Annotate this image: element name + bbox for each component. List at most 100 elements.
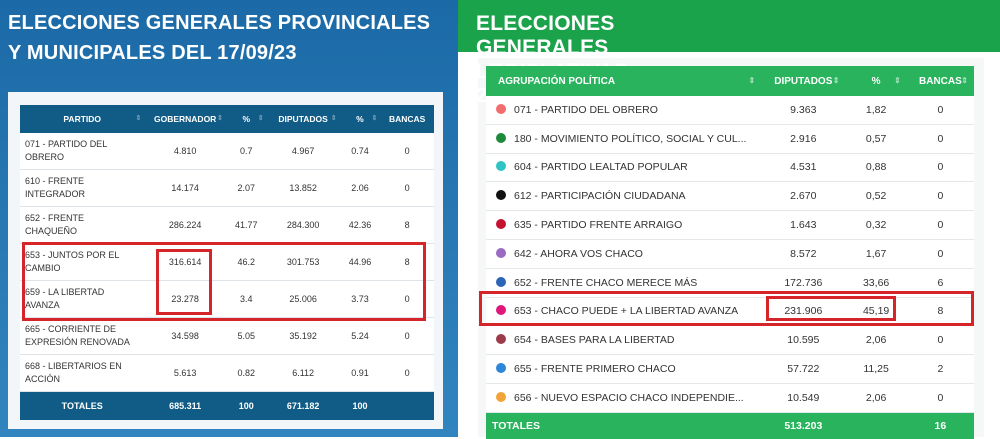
diputados-votes: 4.531: [761, 153, 846, 183]
table-row: 071 - PARTIDO DEL OBRERO 9.363 1,82 0: [486, 96, 974, 125]
bancas: 0: [906, 210, 974, 240]
party-name-text: 635 - PARTIDO FRENTE ARRAIGO: [514, 219, 683, 232]
diputados-pct: 42.36: [339, 206, 381, 244]
bancas: 0: [380, 133, 434, 170]
party-name-text: 604 - PARTIDO LEALTAD POPULAR: [514, 161, 688, 174]
table-row: 604 - PARTIDO LEALTAD POPULAR 4.531 0,88 0: [486, 153, 974, 183]
table-row: 659 - LA LIBERTAD AVANZA 23.278 3.4 25.006 3.…: [20, 280, 434, 318]
left-results-table: PARTIDO ⇕ GOBERNADOR ⇕ % ⇕ DIPUTADOS ⇕ % ⇕ BA…: [20, 105, 434, 420]
table-row: 668 - LIBERTARIOS EN ACCIÓN 5.613 0.82 6.112…: [20, 354, 434, 392]
diputados-pct: 0.91: [339, 354, 381, 392]
col-partido[interactable]: PARTIDO ⇕: [20, 105, 145, 133]
sort-icon: ⇕: [832, 76, 840, 85]
col-dip-pct[interactable]: % ⇕: [339, 105, 381, 133]
totals-bancas: [380, 391, 434, 420]
highlight-box-left-rows: [22, 242, 426, 321]
color-dot-icon: [496, 334, 506, 345]
sort-icon: ⇕: [217, 115, 223, 122]
gobernador-pct: 41.77: [225, 206, 267, 244]
party-name-text: 180 - MOVIMIENTO POLÍTICO, SOCIAL Y CUL.…: [514, 132, 747, 145]
party-name-line1: 652 - FRENTE: [25, 213, 85, 223]
col-bancas-right[interactable]: BANCAS ⇕: [906, 66, 974, 96]
gobernador-votes: 5.613: [144, 354, 226, 392]
party-name-text: 612 - PARTICIPACIÓN CIUDADANA: [514, 190, 686, 203]
diputados-votes: 6.112: [266, 354, 340, 392]
gobernador-pct: 46.2: [225, 243, 267, 281]
diputados-pct: 11,25: [845, 354, 907, 384]
diputados-pct: 3.73: [339, 280, 381, 318]
gobernador-pct: 0.82: [225, 354, 267, 392]
party-name-text: 071 - PARTIDO DEL OBRERO: [514, 103, 658, 116]
color-dot-icon: [496, 219, 506, 230]
col-gobernador[interactable]: GOBERNADOR ⇕: [144, 105, 226, 133]
diputados-votes: 13.852: [266, 169, 340, 207]
diputados-votes: 57.722: [761, 354, 846, 384]
party-name: 659 - LA LIBERTAD AVANZA: [20, 280, 145, 318]
diputados-pct: 0,88: [845, 153, 907, 183]
party-name-text: 652 - FRENTE CHACO MERECE MÁS: [514, 276, 698, 289]
gobernador-pct: 5.05: [225, 317, 267, 355]
diputados-pct: 44.96: [339, 243, 381, 281]
color-dot-icon: [496, 103, 506, 114]
color-dot-icon: [496, 276, 506, 287]
sort-icon: ⇕: [748, 76, 756, 85]
diputados-pct: 1,67: [845, 239, 907, 269]
diputados-pct: 2,06: [845, 325, 907, 356]
party-name: 654 - BASES PARA LA LIBERTAD: [486, 325, 762, 356]
table-row: 180 - MOVIMIENTO POLÍTICO, SOCIAL Y CUL.…: [486, 124, 974, 154]
right-header-row: AGRUPACIÓN POLÍTICA ⇕ DIPUTADOS ⇕ % ⇕ BANCA…: [486, 66, 974, 96]
diputados-votes: 231.906: [761, 297, 846, 327]
party-name: 612 - PARTICIPACIÓN CIUDADANA: [486, 181, 762, 212]
table-row: 665 - CORRIENTE DE EXPRESIÓN RENOVADA 34.5…: [20, 317, 434, 355]
totals-label-right: TOTALES: [486, 412, 762, 439]
party-name: 642 - AHORA VOS CHACO: [486, 239, 762, 269]
party-name-line2: EXPRESIÓN RENOVADA: [25, 337, 130, 347]
table-row: 610 - FRENTE INTEGRADOR 14.174 2.07 13.852 2.…: [20, 169, 434, 207]
diputados-pct: 2.06: [339, 169, 381, 207]
party-name: 180 - MOVIMIENTO POLÍTICO, SOCIAL Y CUL.…: [486, 124, 762, 154]
party-name-line2: CAMBIO: [25, 263, 61, 273]
col-gob-pct[interactable]: % ⇕: [225, 105, 267, 133]
gobernador-pct: 0.7: [225, 133, 267, 170]
highlight-box-left-gobernador: [156, 249, 212, 315]
col-bancas[interactable]: BANCAS: [380, 105, 434, 133]
party-name: 656 - NUEVO ESPACIO CHACO INDEPENDIE...: [486, 383, 762, 413]
bancas: 0: [906, 239, 974, 269]
party-name: 604 - PARTIDO LEALTAD POPULAR: [486, 153, 762, 183]
bancas: 0: [380, 317, 434, 355]
bancas: 0: [906, 124, 974, 154]
table-row: 653 - JUNTOS POR EL CAMBIO 316.614 46.2 301.…: [20, 243, 434, 281]
party-name: 665 - CORRIENTE DE EXPRESIÓN RENOVADA: [20, 317, 145, 355]
table-row: 656 - NUEVO ESPACIO CHACO INDEPENDIE... 1…: [486, 383, 974, 413]
party-name-line2: CHAQUEÑO: [25, 226, 78, 236]
bancas: 0: [906, 96, 974, 125]
gobernador-votes: 4.810: [144, 133, 226, 170]
highlight-box-right-row: [479, 291, 974, 326]
table-row: 071 - PARTIDO DEL OBRERO 4.810 0.7 4.967 0.74…: [20, 133, 434, 170]
party-name-line2: ACCIÓN: [25, 374, 61, 384]
bancas: 2: [906, 354, 974, 384]
table-row: 635 - PARTIDO FRENTE ARRAIGO 1.643 0,32 0: [486, 210, 974, 240]
color-dot-icon: [496, 305, 506, 316]
bancas: 0: [906, 181, 974, 212]
diputados-votes: 2.670: [761, 181, 846, 212]
diputados-pct: 0,32: [845, 210, 907, 240]
party-name-text: 656 - NUEVO ESPACIO CHACO INDEPENDIE...: [514, 391, 744, 404]
totals-dip-pct: 100: [339, 391, 381, 420]
table-row: 655 - FRENTE PRIMERO CHACO 57.722 11,25 2: [486, 354, 974, 384]
col-agrupacion[interactable]: AGRUPACIÓN POLÍTICA ⇕: [486, 66, 762, 96]
bancas: 0: [380, 169, 434, 207]
col-diputados-right[interactable]: DIPUTADOS ⇕: [761, 66, 846, 96]
diputados-votes: 10.595: [761, 325, 846, 356]
diputados-pct: 0,57: [845, 124, 907, 154]
table-row: 654 - BASES PARA LA LIBERTAD 10.595 2,06 0: [486, 325, 974, 356]
col-diputados[interactable]: DIPUTADOS ⇕: [266, 105, 340, 133]
party-name-line1: 653 - JUNTOS POR EL: [25, 250, 120, 260]
table-row: 642 - AHORA VOS CHACO 8.572 1,67 0: [486, 239, 974, 269]
bancas: 0: [906, 383, 974, 413]
col-pct-right[interactable]: % ⇕: [845, 66, 907, 96]
gobernador-pct: 2.07: [225, 169, 267, 207]
diputados-votes: 4.967: [266, 133, 340, 170]
party-name-line1: 610 - FRENTE: [25, 176, 85, 186]
gobernador-votes: 286.224: [144, 206, 226, 244]
